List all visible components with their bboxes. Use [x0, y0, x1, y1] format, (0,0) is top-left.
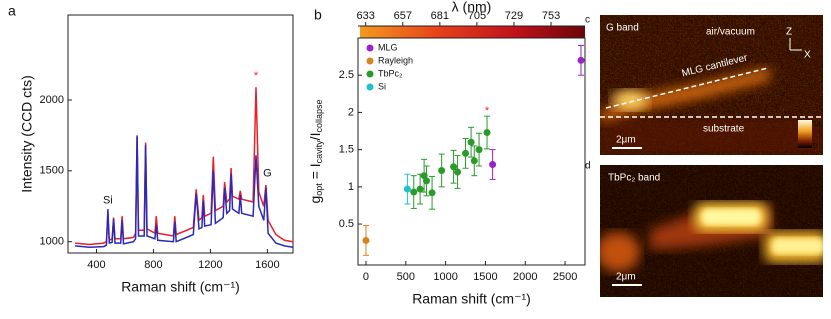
point: [416, 185, 424, 193]
point: [470, 157, 478, 165]
colorbar-label: 0: [813, 143, 817, 150]
y-axis-label-part: opt: [314, 183, 324, 196]
x-tick-label: 1000: [433, 271, 457, 283]
x-tick-label: 500: [397, 271, 415, 283]
axis-label: Z: [786, 27, 792, 38]
y-axis-label-part: g: [307, 196, 323, 204]
annotation: Si: [103, 194, 113, 206]
image-label: air/vacuum: [706, 27, 755, 38]
legend-label: Rayleigh: [378, 55, 413, 65]
x-tick-label: 800: [144, 259, 162, 271]
x-tick-label: 2000: [513, 271, 537, 283]
scale-bar-label: 2μm: [616, 272, 636, 283]
spectrum-line: [75, 135, 294, 249]
point: [362, 236, 370, 244]
image-title: TbPc₂ band: [608, 173, 660, 184]
point: [422, 177, 430, 185]
y-tick-label: 2.5: [339, 69, 354, 81]
x-tick-label: 0: [363, 271, 369, 283]
legend-label: MLG: [378, 42, 398, 52]
y-tick-label: 0.5: [339, 218, 354, 230]
point: [577, 56, 585, 64]
image-panel-c: c G band air/vacuum MLG cantilever subst…: [585, 15, 827, 155]
panel-label: d: [585, 161, 591, 172]
image-label: substrate: [703, 124, 745, 135]
y-tick-label: 1000: [40, 236, 64, 248]
point: [483, 129, 491, 137]
x-axis-label: Raman shift (cm⁻¹): [121, 279, 240, 295]
panel-label: c: [585, 15, 590, 26]
image-panel-d: d TbPc₂ band 2μm: [585, 161, 823, 297]
plot-frame: [357, 37, 586, 266]
x2-axis-label: λ (nm): [452, 0, 492, 15]
x2-tick-label: 705: [468, 10, 486, 22]
y-tick-label: 2: [348, 106, 354, 118]
x-tick-label: 400: [87, 259, 105, 271]
point: [403, 185, 411, 193]
legend-marker: [366, 70, 374, 78]
y-tick-label: 1.5: [339, 144, 354, 156]
annotation: *: [485, 105, 490, 117]
y-axis-label-part: /I: [307, 133, 323, 141]
y-axis-label-part: cavity: [314, 140, 324, 164]
legend-label: TbPc₂: [378, 68, 403, 78]
x-tick-label: 2500: [553, 271, 577, 283]
x2-tick-label: 681: [431, 10, 449, 22]
point: [462, 149, 470, 157]
point: [467, 138, 475, 146]
wavelength-colorbar: [360, 26, 585, 38]
x2-tick-label: 657: [394, 10, 412, 22]
y-axis-label: Intensity (CCD cts): [19, 75, 35, 192]
annotation: G: [263, 168, 272, 180]
y-axis-label: gopt = Icavity/Icollapse: [307, 100, 325, 204]
x2-tick-label: 729: [505, 10, 523, 22]
point: [420, 172, 428, 180]
y-tick-label: 1: [348, 181, 354, 193]
plot-frame: [67, 14, 294, 254]
legend-label: Si: [378, 81, 386, 91]
point: [475, 146, 483, 154]
point: [454, 168, 462, 176]
x-tick-label: 1500: [473, 271, 497, 283]
image-title: G band: [606, 23, 639, 34]
point: [438, 166, 446, 174]
legend-marker: [366, 83, 374, 91]
x-tick-label: 1600: [255, 259, 279, 271]
point: [489, 161, 497, 169]
point: [450, 163, 458, 171]
point: [428, 189, 436, 197]
legend-marker: [366, 57, 374, 65]
x2-tick-label: 753: [542, 10, 560, 22]
y-tick-label: 2000: [40, 94, 64, 106]
y-tick-label: 1500: [40, 165, 64, 177]
y-axis-label-part: collapse: [314, 100, 324, 133]
panel-label: a: [8, 3, 16, 19]
scale-bar-label: 2μm: [616, 135, 636, 146]
point: [410, 188, 418, 196]
annotation: *: [254, 70, 259, 82]
legend-marker: [366, 44, 374, 52]
y-axis-label-part: = I: [307, 163, 323, 183]
panel-label: b: [314, 7, 322, 23]
x-tick-label: 1200: [198, 259, 222, 271]
axis-label: X: [804, 50, 811, 61]
colorbar-label: 1a.u: [813, 121, 827, 128]
x2-tick-label: 633: [357, 10, 375, 22]
x-axis-label: Raman shift (cm⁻¹): [412, 291, 531, 307]
